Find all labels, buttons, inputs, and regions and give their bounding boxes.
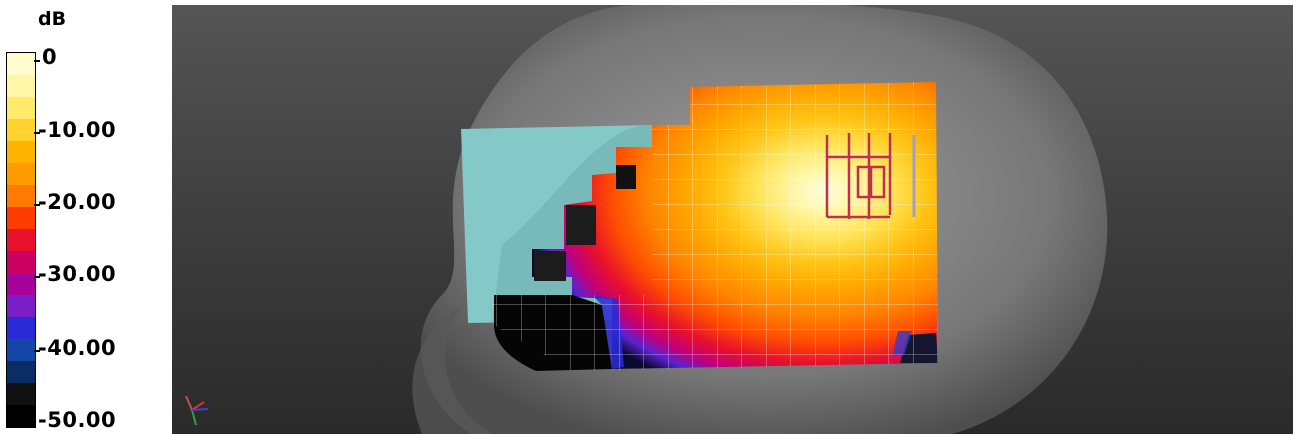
legend-swatch <box>7 405 35 427</box>
legend-tick-mark <box>34 350 40 352</box>
legend-swatch <box>7 361 35 383</box>
legend-unit-label: dB <box>38 8 67 30</box>
legend-tick-label-40: -40.00 <box>38 336 117 360</box>
legend-swatch <box>7 141 35 163</box>
legend-swatch <box>7 273 35 295</box>
scene-svg <box>185 5 1108 434</box>
legend-swatch <box>7 251 35 273</box>
legend-swatch <box>7 317 35 339</box>
sar-notch <box>566 205 596 245</box>
legend-swatch <box>7 53 35 75</box>
legend-swatch <box>7 229 35 251</box>
legend-swatch <box>7 339 35 361</box>
legend-swatch <box>7 119 35 141</box>
phantom-ear-shadow <box>412 305 492 434</box>
legend-swatch <box>7 295 35 317</box>
legend-swatch <box>7 207 35 229</box>
legend-tick-label-30: -30.00 <box>38 262 117 286</box>
legend-tick-mark <box>34 204 40 206</box>
legend-swatch <box>7 97 35 119</box>
legend-color-bar <box>6 52 36 428</box>
3d-viewport[interactable] <box>172 5 1293 434</box>
legend-tick-label-20: -20.00 <box>38 190 117 214</box>
legend-swatch <box>7 185 35 207</box>
legend-tick-mark <box>34 276 40 278</box>
sar-notch <box>534 251 566 281</box>
device-outline <box>825 133 892 219</box>
legend-swatch <box>7 75 35 97</box>
legend-tick-label-0: 0 <box>42 45 58 69</box>
legend-tick-label-10: -10.00 <box>38 118 117 142</box>
axis-triad <box>185 395 209 426</box>
legend-tick-mark <box>34 132 40 134</box>
color-legend: dB 0 -10.00 -20.00 -30.00 -40.00 -50.00 <box>0 0 172 434</box>
legend-tick-label-50: -50.00 <box>38 408 117 432</box>
legend-tick-mark <box>34 60 40 62</box>
legend-swatch <box>7 383 35 405</box>
legend-swatch <box>7 163 35 185</box>
sar-notch <box>616 165 636 189</box>
